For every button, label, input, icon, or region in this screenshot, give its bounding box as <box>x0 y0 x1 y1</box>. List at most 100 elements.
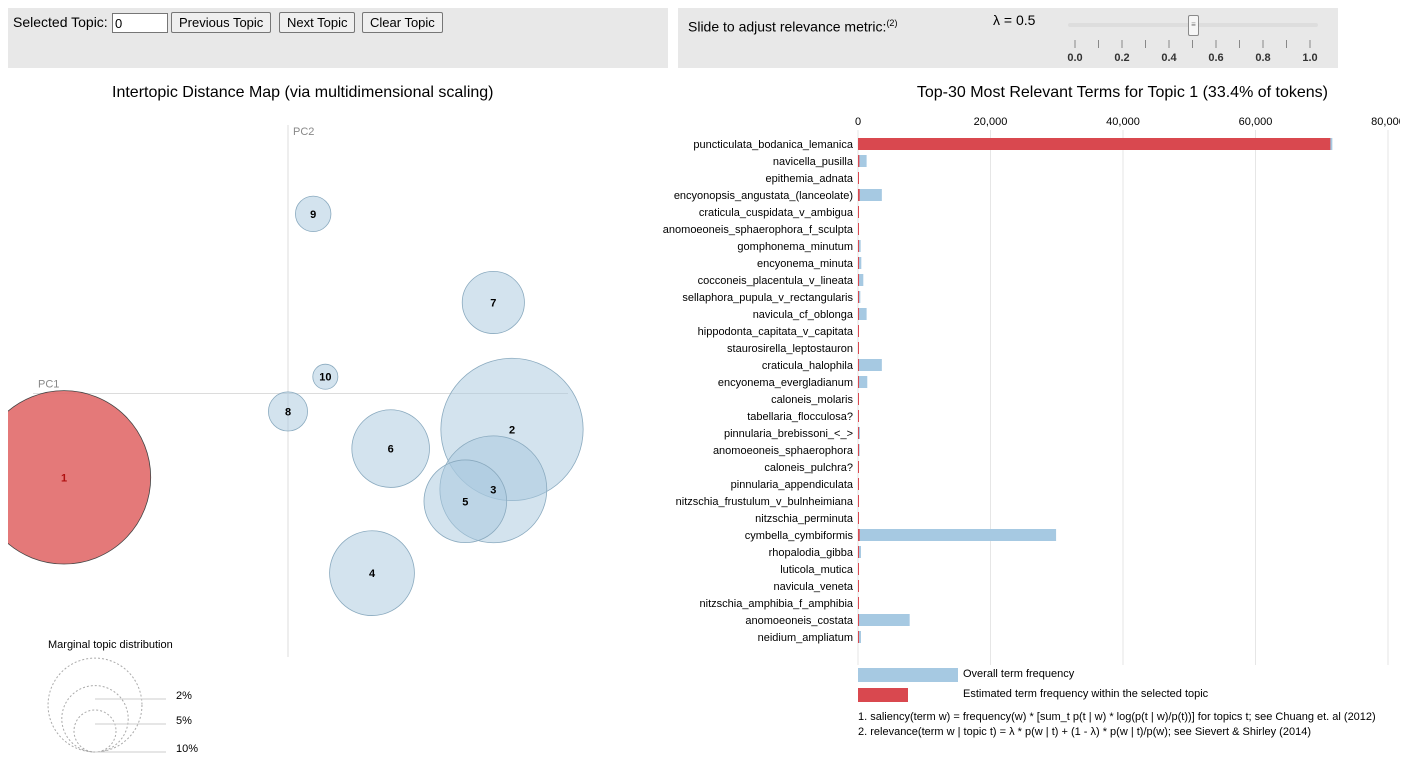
marginal-distribution-legend: 2% 5% 10% <box>47 657 198 755</box>
term-topic-bar <box>858 614 859 626</box>
term-label[interactable]: nitzschia_amphibia_f_amphibia <box>700 598 854 610</box>
relevance-slider-axis: 0.0 0.2 0.4 0.6 0.8 1.0 <box>1067 40 1318 64</box>
bar-x-tick-label: 20,000 <box>974 116 1008 128</box>
term-label[interactable]: cocconeis_placentula_v_lineata <box>698 275 854 287</box>
relevance-slider-label: Slide to adjust relevance metric:(2) <box>688 18 897 35</box>
bar-x-tick-label: 40,000 <box>1106 116 1140 128</box>
slider-tick-label: 0.2 <box>1114 52 1129 64</box>
term-topic-bar <box>858 206 859 218</box>
term-overall-bar <box>858 257 862 269</box>
intertopic-distance-map: PC2 PC1 1 2 3 4 5 6 7 8 9 10 Marginal topic distr… <box>8 125 584 755</box>
term-label[interactable]: neidium_ampliatum <box>758 632 853 644</box>
topic-bubble-10[interactable] <box>312 363 339 390</box>
term-label[interactable]: navicella_pusilla <box>773 156 854 168</box>
term-topic-bar <box>858 155 860 167</box>
term-topic-bar <box>858 325 859 337</box>
term-topic-bar <box>858 461 859 473</box>
topic-bubble-5[interactable] <box>423 459 508 544</box>
overall-frequency-swatch <box>858 668 958 682</box>
selected-topic-label: Selected Topic: <box>13 14 108 30</box>
term-topic-bar <box>858 427 859 439</box>
topic-bubble-label-6: 6 <box>388 444 394 456</box>
term-label[interactable]: gomphonema_minutum <box>737 241 853 253</box>
term-topic-bar <box>858 240 859 252</box>
term-label[interactable]: pinnularia_appendiculata <box>731 479 854 491</box>
term-label[interactable]: encyonopsis_angustata_(lanceolate) <box>674 190 853 202</box>
previous-topic-button[interactable]: Previous Topic <box>171 12 272 33</box>
slider-tick-label: 0.6 <box>1208 52 1223 64</box>
term-topic-bar <box>858 359 859 371</box>
term-overall-bar <box>858 308 867 320</box>
marginal-size-circle <box>73 709 117 753</box>
topic-bubble-8[interactable] <box>268 391 308 432</box>
bar-x-tick-label: 60,000 <box>1239 116 1273 128</box>
term-label[interactable]: sellaphora_pupula_v_rectangularis <box>682 292 853 304</box>
bar-x-tick-label: 0 <box>855 116 861 128</box>
term-topic-bar <box>858 631 859 643</box>
term-label[interactable]: craticula_cuspidata_v_ambigua <box>699 207 854 219</box>
term-overall-bar <box>858 614 910 626</box>
topic-bubble-label-2: 2 <box>509 424 515 436</box>
pc1-axis-label: PC1 <box>38 379 59 391</box>
topic-bubble-label-3: 3 <box>490 484 496 496</box>
marginal-distribution-title: Marginal topic distribution <box>48 639 173 651</box>
term-topic-bar <box>858 189 860 201</box>
term-topic-bar <box>858 546 859 558</box>
topic-frequency-legend-label: Estimated term frequency within the sele… <box>963 688 1209 700</box>
topic-control-panel: Selected Topic: Previous Topic Next Topi… <box>8 8 668 68</box>
bar-x-tick-label: 80,000 <box>1371 116 1400 128</box>
topic-bubble-9[interactable] <box>295 195 332 232</box>
term-label[interactable]: anomoeoneis_sphaerophora_f_sculpta <box>663 224 854 236</box>
term-label[interactable]: hippodonta_capitata_v_capitata <box>698 326 854 338</box>
term-label[interactable]: encyonema_evergladianum <box>718 377 853 389</box>
topic-bubble-label-5: 5 <box>462 496 468 508</box>
term-topic-bar <box>858 478 859 490</box>
term-overall-bar <box>858 291 861 303</box>
term-label[interactable]: nitzschia_frustulum_v_bulnheimiana <box>676 496 854 508</box>
relevant-terms-bar-chart: 0 20,000 40,000 60,000 80,000 puncticulata_b… <box>663 116 1400 665</box>
term-label[interactable]: pinnularia_brebissoni_<_> <box>724 428 853 440</box>
term-overall-bar <box>858 189 882 201</box>
topic-bubble-6[interactable] <box>351 409 430 488</box>
next-topic-button[interactable]: Next Topic <box>279 12 356 33</box>
term-label[interactable]: cymbella_cymbiformis <box>745 530 854 542</box>
term-overall-bar <box>858 155 867 167</box>
term-label[interactable]: tabellaria_flocculosa? <box>747 411 853 423</box>
term-topic-bar <box>858 512 859 524</box>
slider-tick-label: 1.0 <box>1302 52 1317 64</box>
term-label[interactable]: staurosirella_leptostauron <box>727 343 853 355</box>
topic-bubble-4[interactable] <box>329 530 415 616</box>
term-label[interactable]: craticula_halophila <box>762 360 854 372</box>
term-topic-bar <box>858 444 859 456</box>
term-label[interactable]: luticola_mutica <box>780 564 854 576</box>
relevance-slider-handle[interactable]: ≡ <box>1188 15 1199 36</box>
term-label[interactable]: anomoeoneis_sphaerophora <box>713 445 854 457</box>
term-label[interactable]: anomoeoneis_costata <box>745 615 854 627</box>
marginal-size-label: 10% <box>176 743 198 755</box>
selected-topic-input[interactable] <box>112 13 168 33</box>
term-label[interactable]: navicula_cf_oblonga <box>753 309 854 321</box>
term-label[interactable]: puncticulata_bodanica_lemanica <box>693 139 853 151</box>
term-overall-bar <box>858 631 861 643</box>
term-label[interactable]: encyonema_minuta <box>757 258 854 270</box>
term-label[interactable]: epithemia_adnata <box>766 173 854 185</box>
clear-topic-button[interactable]: Clear Topic <box>362 12 443 33</box>
topic-bubble-label-9: 9 <box>310 209 316 221</box>
term-topic-bar <box>858 410 859 422</box>
term-topic-bar <box>858 529 860 541</box>
term-topic-bar <box>858 597 859 609</box>
topic-bubble-label-8: 8 <box>285 406 291 418</box>
term-topic-bar <box>858 342 859 354</box>
term-topic-bar <box>858 495 859 507</box>
term-label[interactable]: caloneis_molaris <box>771 394 853 406</box>
marginal-size-label: 2% <box>176 690 192 702</box>
term-label[interactable]: nitzschia_perminuta <box>755 513 854 525</box>
term-label[interactable]: navicula_veneta <box>773 581 853 593</box>
saliency-footnote: 1. saliency(term w) = frequency(w) * [su… <box>858 711 1376 723</box>
topic-bubble-1[interactable] <box>8 390 152 565</box>
term-label[interactable]: rhopalodia_gibba <box>769 547 854 559</box>
slider-tick-label: 0.4 <box>1161 52 1177 64</box>
term-topic-bar <box>858 274 859 286</box>
topic-bubble-7[interactable] <box>461 270 525 334</box>
term-label[interactable]: caloneis_pulchra? <box>764 462 853 474</box>
